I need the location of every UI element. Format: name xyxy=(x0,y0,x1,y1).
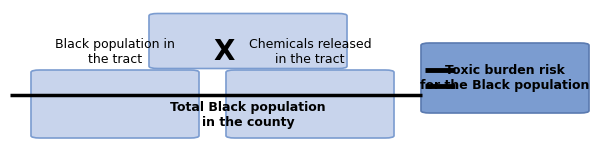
Text: Black population in
the tract: Black population in the tract xyxy=(55,38,175,66)
Text: Chemicals released
in the tract: Chemicals released in the tract xyxy=(249,38,371,66)
FancyBboxPatch shape xyxy=(149,14,347,68)
Text: Total Black population
in the county: Total Black population in the county xyxy=(170,101,326,129)
FancyBboxPatch shape xyxy=(226,70,394,138)
Text: Toxic burden risk
for the Black population: Toxic burden risk for the Black populati… xyxy=(420,64,589,92)
Text: X: X xyxy=(214,38,235,66)
FancyBboxPatch shape xyxy=(421,43,589,113)
FancyBboxPatch shape xyxy=(31,70,199,138)
